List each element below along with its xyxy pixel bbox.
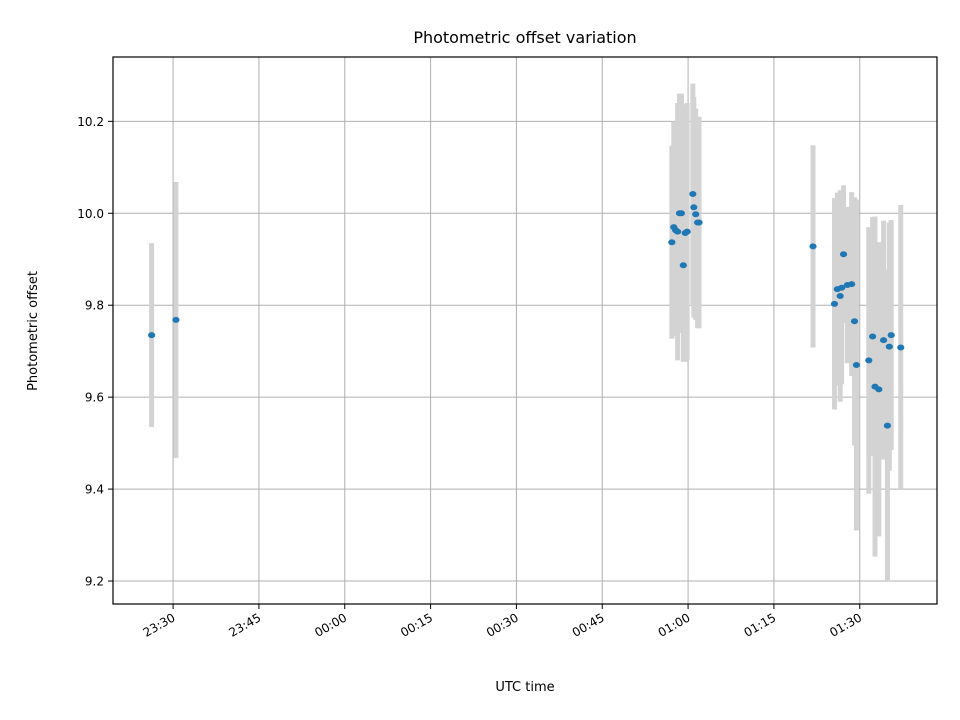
data-point: [679, 262, 687, 269]
data-point: [839, 251, 848, 258]
data-point: [852, 361, 861, 368]
y-tick-label: 9.4: [85, 483, 104, 497]
data-point: [865, 357, 873, 364]
plot-frame: [112, 56, 938, 605]
data-point: [683, 228, 691, 235]
data-point: [838, 284, 846, 291]
data-point: [885, 343, 893, 350]
data-point: [673, 228, 682, 235]
data-point: [850, 318, 859, 325]
data-point: [689, 190, 697, 197]
data-point: [830, 300, 839, 307]
y-tick-label: 9.8: [85, 299, 104, 313]
data-point: [690, 204, 698, 211]
data-point: [879, 337, 888, 344]
data-point: [875, 386, 883, 393]
data-point: [677, 210, 686, 217]
y-tick-label: 10.0: [77, 207, 104, 221]
data-point: [172, 316, 180, 323]
data-point: [869, 333, 877, 340]
data-point: [668, 239, 676, 246]
data-point: [695, 219, 703, 226]
chart-title: Photometric offset variation: [413, 28, 636, 47]
y-tick-label: 9.2: [85, 575, 104, 589]
data-point: [809, 243, 817, 250]
data-point: [148, 332, 156, 339]
data-point: [836, 293, 844, 300]
y-tick-label: 9.6: [85, 391, 104, 405]
data-point: [848, 281, 856, 288]
grid: [113, 57, 937, 604]
data-point: [692, 211, 700, 218]
data-points: [148, 190, 905, 429]
data-point: [887, 332, 895, 339]
data-point: [883, 422, 892, 429]
x-axis-label: UTC time: [495, 680, 554, 695]
y-tick-label: 10.2: [77, 115, 104, 129]
data-point: [897, 344, 905, 351]
y-axis-label: Photometric offset: [26, 271, 41, 391]
